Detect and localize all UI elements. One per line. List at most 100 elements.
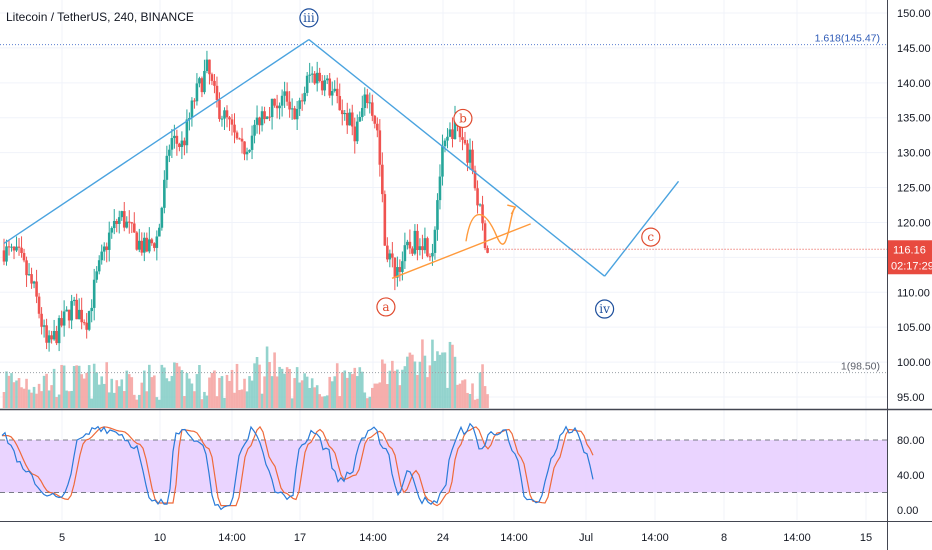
candle-body <box>443 140 447 147</box>
wave-label-c-circle[interactable] <box>641 227 661 247</box>
candle-body <box>318 72 321 81</box>
candle-body <box>383 194 387 246</box>
wave-label-iv[interactable]: iv <box>599 302 610 316</box>
wave-trend-line[interactable] <box>308 38 606 277</box>
candle-body <box>433 229 437 253</box>
volume-bar <box>333 376 337 408</box>
candle-body <box>333 88 337 92</box>
time-tick-label: 17 <box>294 532 306 544</box>
price-tick-label: 135.00 <box>897 113 931 125</box>
time-tick-label: 14:00 <box>359 532 387 544</box>
volume-bar <box>153 375 156 408</box>
volume-bar <box>213 370 216 408</box>
candle-body <box>205 59 209 71</box>
volume-bar <box>350 374 354 408</box>
candle-body <box>376 123 379 131</box>
projection-path[interactable] <box>465 206 516 245</box>
candle-body <box>398 267 402 272</box>
time-tick-label: 14:00 <box>500 532 528 544</box>
volume-bar <box>168 381 171 408</box>
wave-trend-line[interactable] <box>604 180 680 277</box>
wave-label-b[interactable]: b <box>459 111 467 125</box>
candle-body <box>243 141 246 155</box>
volume-bar <box>67 391 71 408</box>
candle-body <box>175 135 179 144</box>
volume-bar <box>446 387 449 408</box>
candle-body <box>298 100 301 109</box>
candle-body <box>315 72 319 84</box>
candle-body <box>218 99 221 119</box>
wave-label-a[interactable]: a <box>382 300 389 314</box>
volume-bar <box>426 377 429 408</box>
volume-bar <box>483 386 487 408</box>
candle-body <box>60 318 63 326</box>
volume-bar <box>12 382 16 408</box>
volume-bar <box>255 357 259 408</box>
time-tick-label: 24 <box>437 532 449 544</box>
trend-lines[interactable] <box>3 38 680 279</box>
candle-body <box>112 220 116 229</box>
volume-bar <box>198 365 201 408</box>
volume-bar <box>458 383 462 408</box>
candle-body <box>466 143 469 163</box>
candle-body <box>40 313 43 327</box>
candle-body <box>401 261 404 272</box>
candle-body <box>120 211 124 218</box>
candle-body <box>255 117 259 125</box>
volume-bar <box>373 383 377 408</box>
wave-labels[interactable]: iii a b iv c <box>299 8 661 319</box>
candle-body <box>233 124 236 133</box>
volume-bar <box>60 364 63 408</box>
volume-bar <box>456 384 459 408</box>
volume-bar <box>451 344 454 408</box>
candle-body <box>263 111 266 120</box>
volume-bar <box>225 374 229 408</box>
candle-body <box>428 256 432 258</box>
candle-body <box>52 330 56 340</box>
candle-body <box>153 243 156 248</box>
wave-label-b-circle[interactable] <box>453 108 473 129</box>
candle-body <box>27 274 31 276</box>
candle-body <box>158 227 161 237</box>
candle-body <box>5 246 8 262</box>
candle-body <box>155 236 159 248</box>
candle-body <box>406 241 409 246</box>
candle-body <box>285 91 289 102</box>
candle-body <box>160 207 164 228</box>
wave-label-c[interactable]: c <box>647 230 654 244</box>
volume-bar <box>235 363 239 408</box>
candle-body <box>102 246 106 252</box>
volume-bar <box>453 356 457 408</box>
wave-label-iii[interactable]: iii <box>303 11 315 25</box>
volume-bar <box>408 352 412 408</box>
candle-body <box>30 274 33 284</box>
volume-bar <box>25 378 28 408</box>
candle-body <box>87 311 91 330</box>
volume-bar <box>283 373 286 408</box>
candle-body <box>323 80 327 91</box>
volume-bar <box>486 394 489 408</box>
candle-body <box>371 102 374 116</box>
candle-body <box>17 246 21 248</box>
candle-body <box>32 281 36 284</box>
wave-trend-line[interactable] <box>3 38 310 244</box>
wave-label-a-circle[interactable] <box>376 297 396 317</box>
volume-bar <box>70 390 73 408</box>
wave-label-iii-circle[interactable] <box>299 8 319 28</box>
candle-body <box>223 110 226 119</box>
volume-bar <box>476 398 479 408</box>
volume-bar <box>42 375 46 408</box>
volume-bar <box>17 378 21 408</box>
candle-body <box>62 311 66 326</box>
volume-bar <box>95 372 99 408</box>
candle-body <box>25 260 28 276</box>
candle-body <box>238 138 241 140</box>
volume-bar <box>461 380 464 408</box>
volume-bar <box>268 362 271 408</box>
volume-bar <box>418 361 422 408</box>
time-tick-label: 14:00 <box>783 532 811 544</box>
candle-body <box>22 253 26 261</box>
wave-label-iv-circle[interactable] <box>594 299 615 319</box>
candle-body <box>35 281 38 297</box>
